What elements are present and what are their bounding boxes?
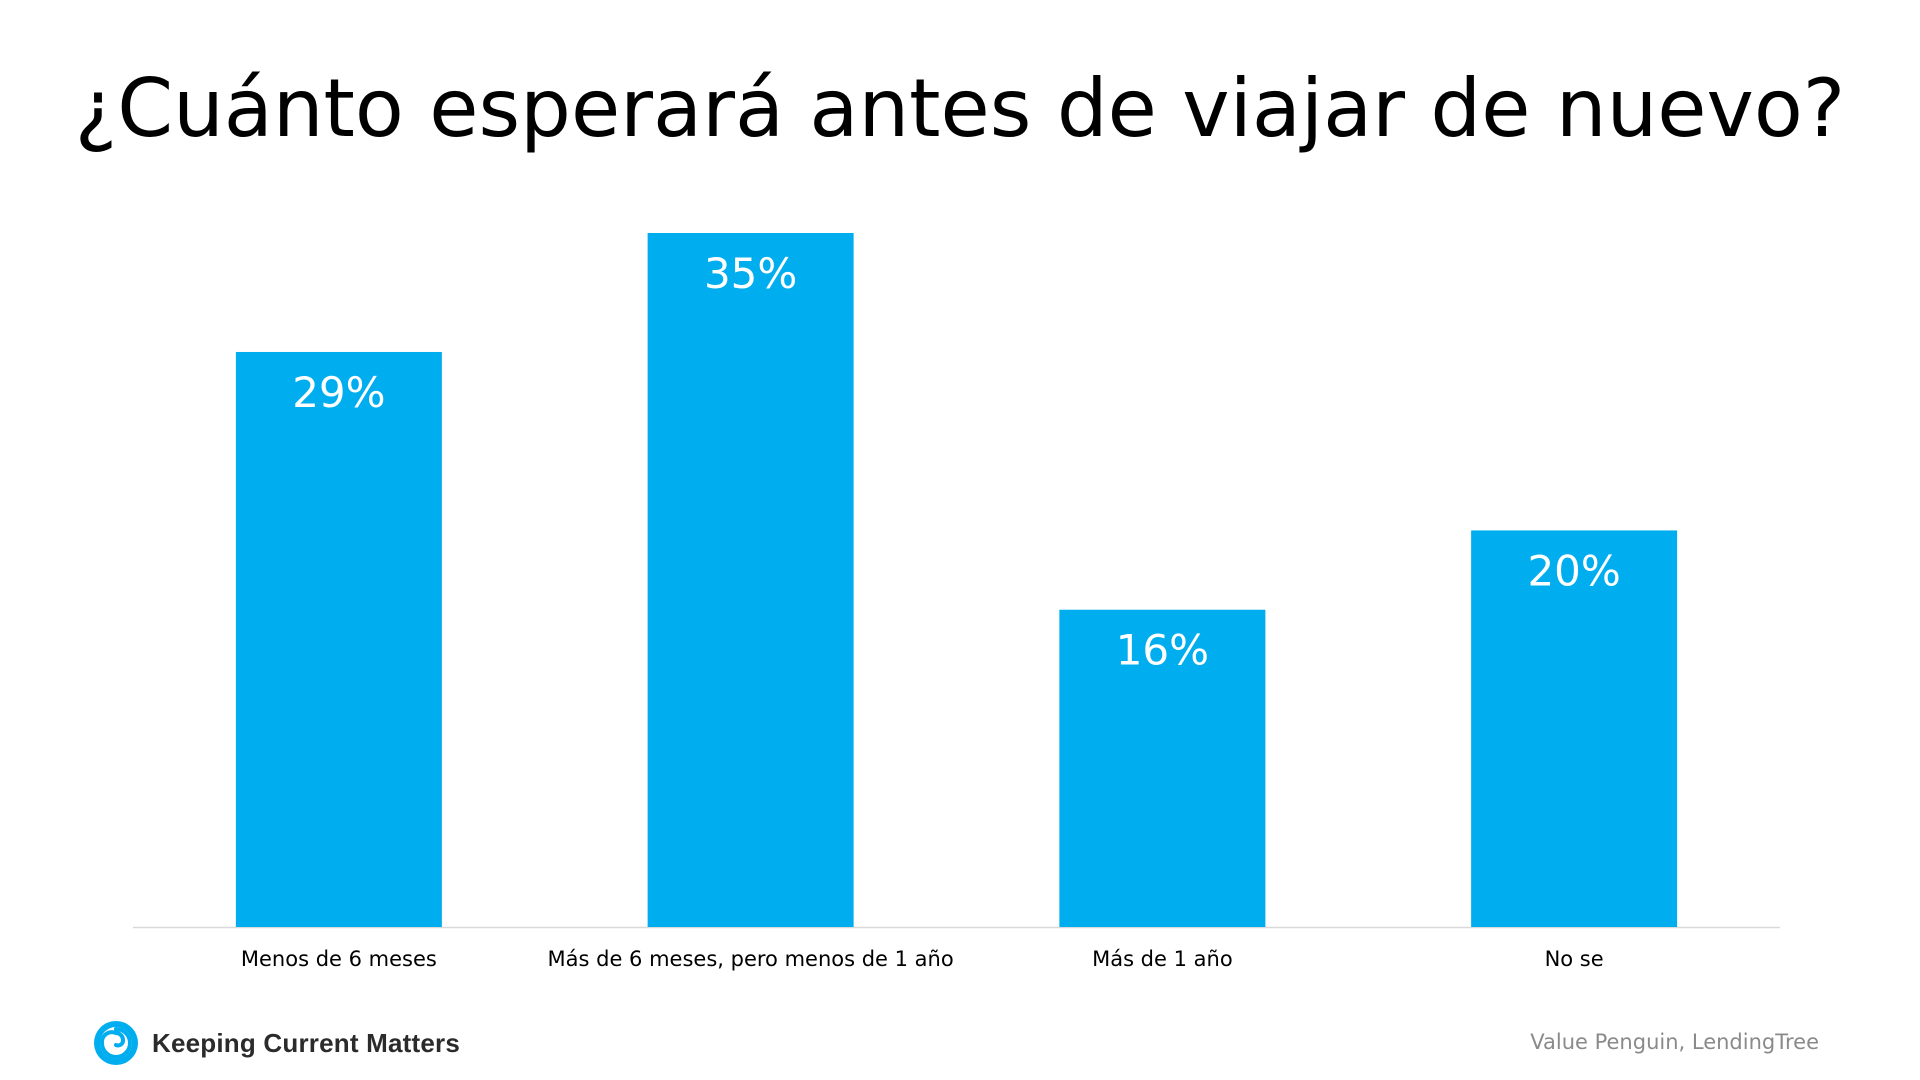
source-text: Value Penguin, LendingTree (1530, 1030, 1819, 1054)
category-label-3: Más de 1 año (1092, 947, 1233, 971)
data-label-2: 35% (704, 249, 797, 298)
bar-1 (235, 351, 442, 927)
data-label-1: 29% (292, 368, 385, 417)
bar-3 (1059, 609, 1266, 927)
brand-name: Keeping Current Matters (152, 1027, 460, 1058)
chart-title: ¿Cuánto esperará antes de viajar de nuev… (74, 62, 1846, 155)
data-label-4: 20% (1527, 546, 1620, 595)
bar-chart: 29% Menos de 6 meses 35% Más de 6 meses, pe… (133, 233, 1780, 971)
category-label-1: Menos de 6 meses (241, 947, 437, 971)
bar-2 (647, 233, 854, 927)
category-label-4: No se (1545, 947, 1604, 971)
swirl-logo-icon (94, 1021, 138, 1065)
category-label-2: Más de 6 meses, pero menos de 1 año (548, 947, 954, 971)
brand-logo: Keeping Current Matters (92, 1018, 460, 1068)
data-label-3: 16% (1116, 626, 1209, 675)
bar-4 (1471, 530, 1678, 927)
